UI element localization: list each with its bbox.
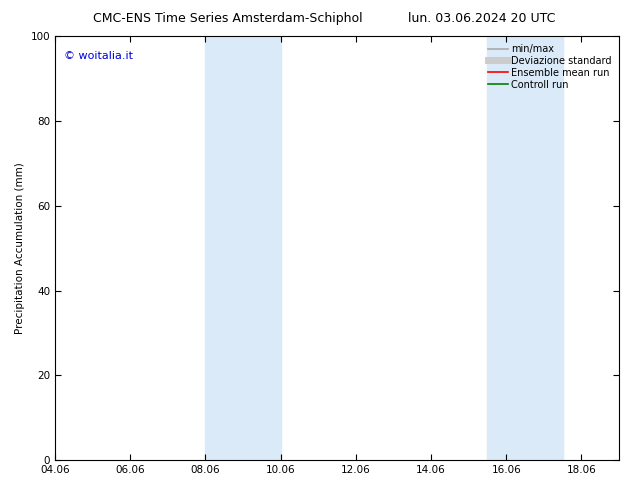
Text: lun. 03.06.2024 20 UTC: lun. 03.06.2024 20 UTC: [408, 12, 555, 25]
Y-axis label: Precipitation Accumulation (mm): Precipitation Accumulation (mm): [15, 162, 25, 334]
Text: CMC-ENS Time Series Amsterdam-Schiphol: CMC-ENS Time Series Amsterdam-Schiphol: [93, 12, 363, 25]
Bar: [205, 36, 281, 460]
Legend: min/max, Deviazione standard, Ensemble mean run, Controll run: min/max, Deviazione standard, Ensemble m…: [486, 41, 614, 93]
Bar: [488, 36, 562, 460]
Text: © woitalia.it: © woitalia.it: [63, 51, 133, 61]
